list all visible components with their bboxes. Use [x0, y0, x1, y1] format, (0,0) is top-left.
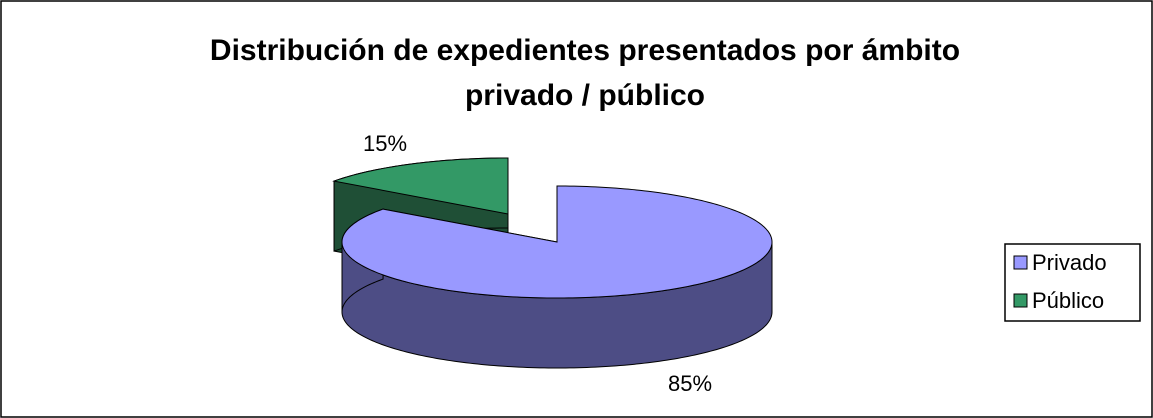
legend-swatch: [1013, 255, 1028, 270]
chart-title: privado / público: [465, 79, 705, 112]
slice: [332, 157, 509, 215]
legend-label: Privado: [1032, 250, 1107, 275]
chart-title: Distribución de expedientes presentados …: [210, 34, 960, 67]
legend-swatch: [1013, 293, 1028, 308]
data-label: 15%: [363, 131, 407, 156]
data-label: 85%: [668, 371, 712, 396]
slice: [341, 185, 773, 299]
legend-label: Público: [1032, 288, 1104, 313]
